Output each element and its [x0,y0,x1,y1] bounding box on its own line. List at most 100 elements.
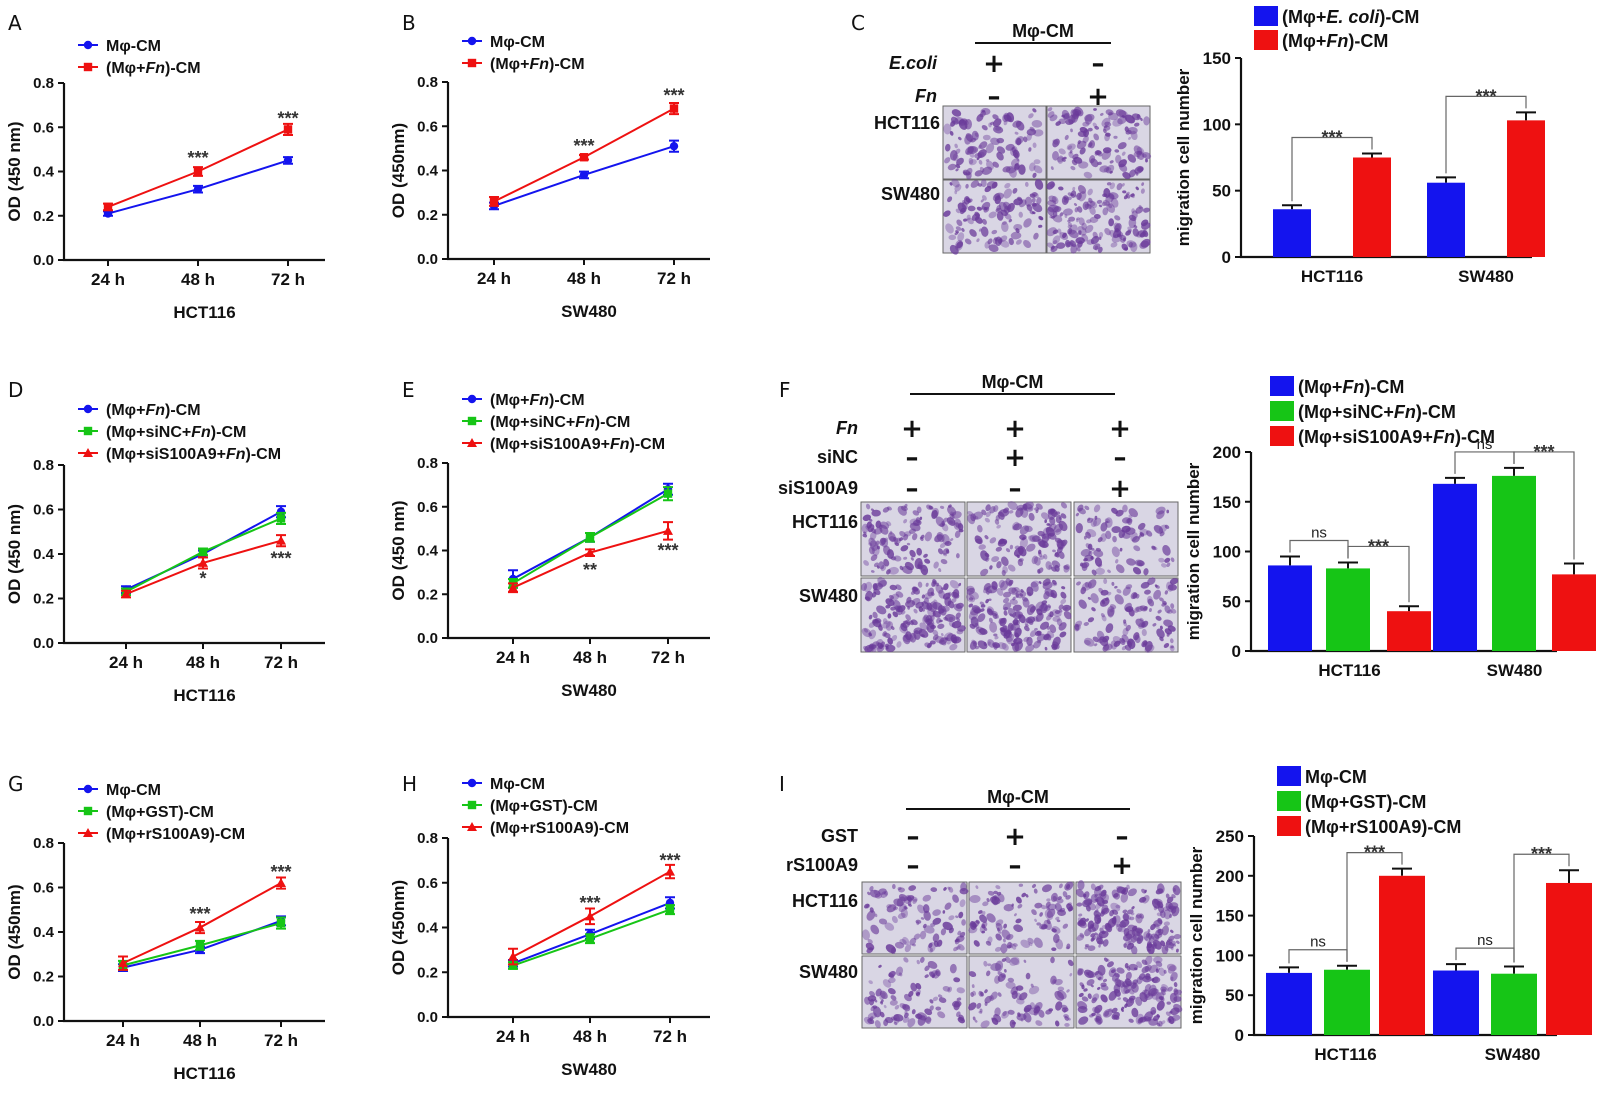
stained-cell [1063,565,1070,570]
stained-cell [1077,185,1087,194]
stained-cell [1102,147,1112,154]
x-tick-label: 24 h [109,653,143,672]
stained-cell [1082,898,1093,908]
stained-cell [913,608,918,614]
stained-cell [1082,135,1089,144]
stained-cell [1073,203,1078,207]
stained-cell [1011,521,1020,531]
stained-cell [1156,1000,1165,1011]
stained-cell [994,946,1002,952]
stained-cell [1060,502,1068,509]
stained-cell [1131,912,1135,916]
stained-cell [942,548,950,555]
stained-cell [1087,188,1093,196]
stained-cell [997,992,1002,997]
stained-cell [869,889,881,898]
legend-label: Mφ-CM [106,782,161,799]
stained-cell [1058,516,1062,520]
stained-cell [1111,1011,1120,1020]
bar [1353,157,1391,257]
x-tick-label: 48 h [183,1031,217,1050]
stained-cell [1139,605,1148,612]
data-point [118,958,128,968]
stained-cell [981,166,993,175]
stained-cell [1095,1013,1102,1022]
stained-cell [1052,235,1061,245]
stained-cell [1031,202,1037,207]
stained-cell [1047,508,1056,515]
stained-cell [932,996,939,1002]
stained-cell [1153,956,1163,964]
stained-cell [868,542,873,547]
stained-cell [947,986,953,993]
stained-cell [981,930,986,934]
stained-cell [1063,564,1071,573]
stained-cell [1136,155,1140,159]
y-tick-label: 0.8 [417,455,438,472]
stained-cell [868,629,877,640]
y-axis-title: OD (450 nm) [5,504,24,604]
stained-cell [1023,1012,1032,1023]
stained-cell [1051,947,1057,952]
stained-cell [968,597,974,601]
y-tick-label: 50 [1222,592,1241,611]
stained-cell [985,511,991,518]
stained-cell [1112,535,1117,543]
stained-cell [879,990,888,1000]
x-tick-label: 24 h [477,269,511,288]
stained-cell [951,620,962,629]
stained-cell [1013,223,1023,231]
stained-cell [923,597,929,605]
condition-sign: – [988,82,1001,112]
stained-cell [898,537,904,542]
stained-cell [888,566,899,575]
stained-cell [1045,561,1053,571]
stained-cell [1008,510,1014,514]
stained-cell [968,603,974,608]
stained-cell [1025,644,1035,653]
stained-cell [1055,511,1061,515]
stained-cell [932,933,940,943]
stained-cell [1001,221,1009,233]
stained-cell [1155,584,1160,589]
stained-cell [1059,907,1066,913]
stained-cell [956,945,961,950]
stained-cell [1126,558,1136,566]
stained-cell [946,639,952,645]
stained-cell [1128,608,1135,617]
significance-label: ns [1477,436,1493,453]
stained-cell [875,638,884,650]
data-point [585,934,595,943]
stained-cell [1090,937,1095,942]
bar [1552,574,1596,651]
stained-cell [1026,543,1036,552]
stained-cell [982,901,989,907]
legend-marker [467,778,477,788]
stained-cell [956,629,964,635]
y-tick-label: 0 [1235,1026,1244,1045]
stained-cell [910,557,914,561]
stained-cell [1068,151,1074,159]
y-tick-label: 0 [1222,248,1231,267]
stained-cell [977,629,982,633]
stained-cell [990,991,998,1000]
y-tick-label: 0.4 [33,924,55,941]
stained-cell [887,637,893,645]
stained-cell [1173,982,1178,988]
stained-cell [869,518,873,522]
stained-cell [1083,171,1093,179]
error-bar [1337,964,1357,970]
stained-cell [1121,645,1127,651]
stained-cell [1023,136,1028,143]
stained-cell [1096,896,1105,907]
stained-cell [1054,537,1062,544]
stained-cell [883,632,891,639]
condition-sign: + [1004,443,1026,473]
y-tick-label: 0.0 [417,1009,438,1026]
stained-cell [958,1014,965,1022]
row-label: HCT116 [792,512,858,532]
stained-cell [1134,122,1140,127]
stained-cell [920,917,925,920]
stained-cell [882,507,890,513]
data-point [585,533,595,542]
